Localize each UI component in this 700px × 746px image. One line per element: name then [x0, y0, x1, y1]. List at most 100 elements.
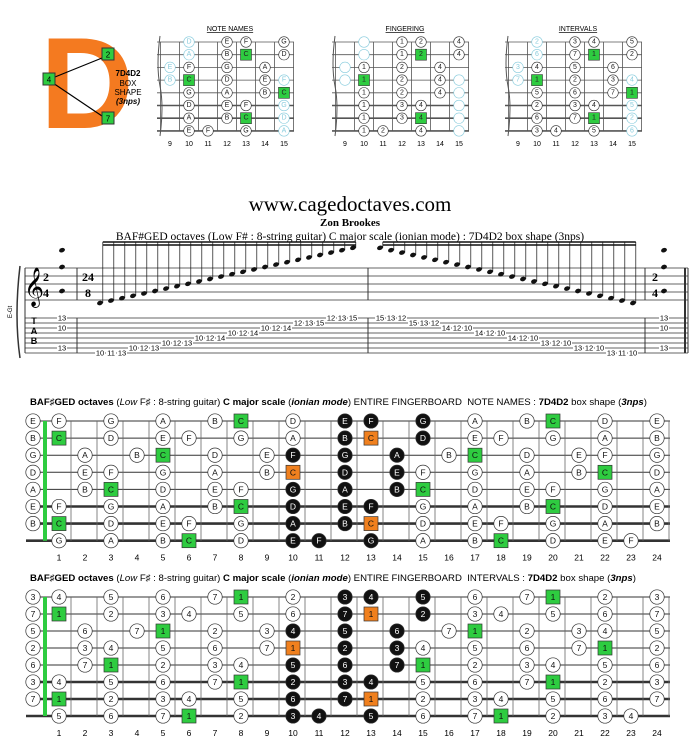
note-label: C [602, 467, 608, 477]
logo-name: 7D4D2 [116, 69, 141, 78]
note-label: E [225, 102, 230, 109]
note-label: F [238, 484, 243, 494]
note-dot [155, 516, 171, 532]
note-dot [649, 606, 665, 622]
tab-number: 12 [239, 329, 247, 338]
note-head [661, 247, 667, 253]
tab-number: 13 [420, 319, 428, 328]
note-dot [467, 657, 483, 673]
note-label: 4 [421, 643, 426, 653]
tab-number: 13 [118, 349, 126, 358]
note-label: 4 [457, 39, 461, 46]
note-label: A [602, 433, 608, 443]
note-dot [363, 708, 379, 724]
note-dot [363, 589, 379, 605]
note-label: 1 [551, 677, 556, 687]
note-box [545, 499, 561, 514]
note-head [498, 271, 504, 277]
tab-bg [386, 314, 396, 322]
note-head [661, 264, 667, 270]
note-label: 2 [109, 609, 114, 619]
note-label: 1 [161, 626, 166, 636]
fret-number: 2 [83, 728, 88, 738]
note-dot [363, 413, 379, 429]
tab-number: 10 [530, 334, 538, 343]
note-label: B [225, 51, 230, 58]
title-part: F♯ : 8-string guitar) [137, 573, 223, 584]
note-label: 3 [473, 694, 478, 704]
tab-number: 11 [618, 349, 626, 358]
note-label: 6 [603, 694, 608, 704]
note-label: D [342, 467, 348, 477]
note-label: 3 [603, 711, 608, 721]
tab-bg [617, 349, 627, 357]
note-label: G [420, 502, 427, 512]
time-signature: 8 [85, 286, 91, 300]
note-head [141, 291, 147, 296]
note-dot [25, 430, 41, 446]
note-label: 5 [535, 89, 539, 96]
note-dot [519, 657, 535, 673]
note-dot [415, 606, 431, 622]
logo-letter: D [40, 10, 134, 156]
note-label: A [108, 536, 114, 546]
note-dot [155, 606, 171, 622]
note-dot [453, 125, 465, 137]
note-label: 1 [362, 102, 366, 109]
tab-label: A [31, 326, 38, 336]
note-label: C [160, 450, 166, 460]
note-label: C [472, 450, 478, 460]
note-dot [207, 623, 223, 639]
note-dot [415, 125, 427, 137]
note-label: 3 [343, 592, 348, 602]
note-dot [415, 589, 431, 605]
fret-number: 13 [417, 141, 425, 148]
note-label: 2 [400, 89, 404, 96]
note-label: C [550, 502, 556, 512]
tab-bg [419, 319, 429, 327]
note-label: C [186, 536, 192, 546]
note-dot [285, 589, 301, 605]
note-label: 5 [421, 592, 426, 602]
title-part: C major scale [223, 397, 285, 408]
tab-bg [172, 339, 182, 347]
time-signature: 4 [43, 286, 49, 300]
fret-number: 9 [168, 141, 172, 148]
note-label: G [56, 536, 63, 546]
note-box [155, 623, 171, 639]
fret-number: 21 [574, 553, 584, 563]
note-label: 6 [630, 127, 634, 134]
note-label: 6 [655, 660, 660, 670]
note-label: 6 [473, 677, 478, 687]
tab-bg [584, 344, 594, 352]
note-label: D [281, 51, 286, 58]
note-label: 3 [400, 115, 404, 122]
note-dot [240, 99, 252, 112]
note-label: 5 [57, 711, 62, 721]
tab-number: 10 [96, 349, 104, 358]
note-dot [155, 674, 171, 690]
note-dot [25, 606, 41, 622]
note-head [564, 286, 570, 291]
note-dot [285, 606, 301, 622]
note-dot [531, 112, 543, 124]
tab-bg [659, 324, 669, 332]
note-dot [285, 657, 301, 673]
title-part: box shape ( [558, 573, 612, 584]
fret-number: 15 [455, 141, 463, 148]
note-dot [569, 74, 581, 86]
note-box [51, 430, 67, 446]
note-label: 3 [573, 39, 577, 46]
title-part: ) ENTIRE FINGERBOARD INTERVALS : [348, 573, 528, 584]
note-dot [396, 87, 408, 99]
note-box [285, 640, 301, 656]
title-part: C major scale [223, 573, 285, 584]
note-label: E [168, 64, 173, 71]
note-label: 6 [573, 89, 577, 96]
note-label: 4 [438, 89, 442, 96]
note-label: F [186, 433, 191, 443]
note-dot [278, 125, 290, 137]
note-label: D [160, 484, 166, 494]
note-label: G [224, 64, 229, 71]
